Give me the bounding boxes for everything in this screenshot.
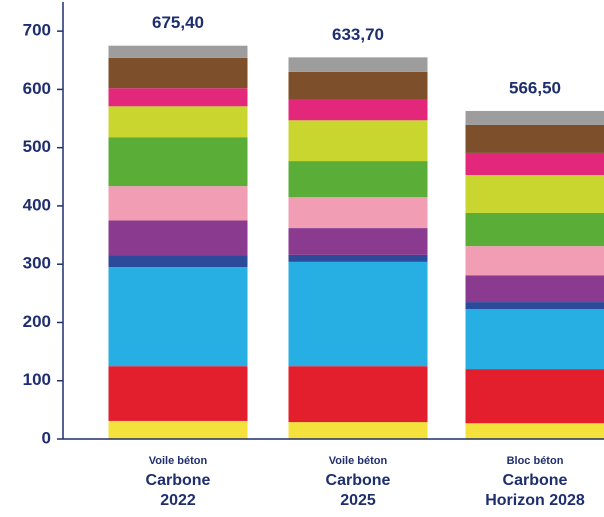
y-tick-label: 200 bbox=[23, 312, 51, 331]
x-tick-label: 2022 bbox=[160, 492, 196, 509]
x-tick-label: Carbone bbox=[146, 472, 211, 489]
bar-segment bbox=[465, 175, 604, 213]
bar-segment bbox=[108, 366, 248, 421]
bar-segment bbox=[465, 302, 604, 310]
bar-segment bbox=[108, 267, 248, 367]
bar-segment bbox=[108, 45, 248, 58]
bar-segment bbox=[108, 255, 248, 268]
total-label: 566,50 bbox=[509, 78, 561, 97]
bar-segment bbox=[108, 106, 248, 138]
bar-segment bbox=[465, 110, 604, 125]
bar-segment bbox=[288, 228, 428, 255]
bar-segment bbox=[465, 246, 604, 276]
y-tick-label: 0 bbox=[42, 428, 51, 447]
x-tick-label: Voile béton bbox=[149, 455, 208, 467]
total-label: 675,40 bbox=[152, 13, 204, 32]
bar-segment bbox=[108, 137, 248, 187]
total-label: 633,70 bbox=[332, 25, 384, 44]
bar-segment bbox=[465, 423, 604, 439]
bar-segment bbox=[288, 422, 428, 439]
bar-segment bbox=[288, 99, 428, 121]
x-tick-label: Horizon 2028 bbox=[485, 492, 585, 509]
y-tick-label: 300 bbox=[23, 254, 51, 273]
bar-segment bbox=[108, 186, 248, 221]
bar-segment bbox=[465, 369, 604, 424]
y-tick-label: 600 bbox=[23, 79, 51, 98]
bar-segment bbox=[288, 254, 428, 262]
x-tick-label: 2025 bbox=[340, 492, 376, 509]
bar-segment bbox=[108, 420, 248, 439]
bar-segment bbox=[108, 220, 248, 256]
x-tick-label: Voile béton bbox=[329, 455, 388, 467]
bar-segment bbox=[288, 161, 428, 198]
bar-segment bbox=[465, 275, 604, 303]
bar-segment bbox=[288, 57, 428, 72]
bar-segment bbox=[288, 261, 428, 367]
x-tick-label: Bloc béton bbox=[507, 455, 564, 467]
y-tick-label: 100 bbox=[23, 370, 51, 389]
x-tick-label: Carbone bbox=[503, 472, 568, 489]
x-tick-label: Carbone bbox=[326, 472, 391, 489]
y-tick-label: 400 bbox=[23, 195, 51, 214]
bar-segment bbox=[108, 88, 248, 107]
bar-segment bbox=[465, 124, 604, 153]
bar-segment bbox=[288, 366, 428, 423]
bar-segment bbox=[108, 57, 248, 89]
bar-segment bbox=[288, 71, 428, 100]
y-tick-label: 500 bbox=[23, 137, 51, 156]
bar-segment bbox=[288, 197, 428, 229]
y-tick-label: 700 bbox=[23, 21, 51, 40]
bar-segment bbox=[465, 152, 604, 176]
bar-segment bbox=[288, 120, 428, 162]
bar-segment bbox=[465, 212, 604, 247]
bar-segment bbox=[465, 309, 604, 370]
